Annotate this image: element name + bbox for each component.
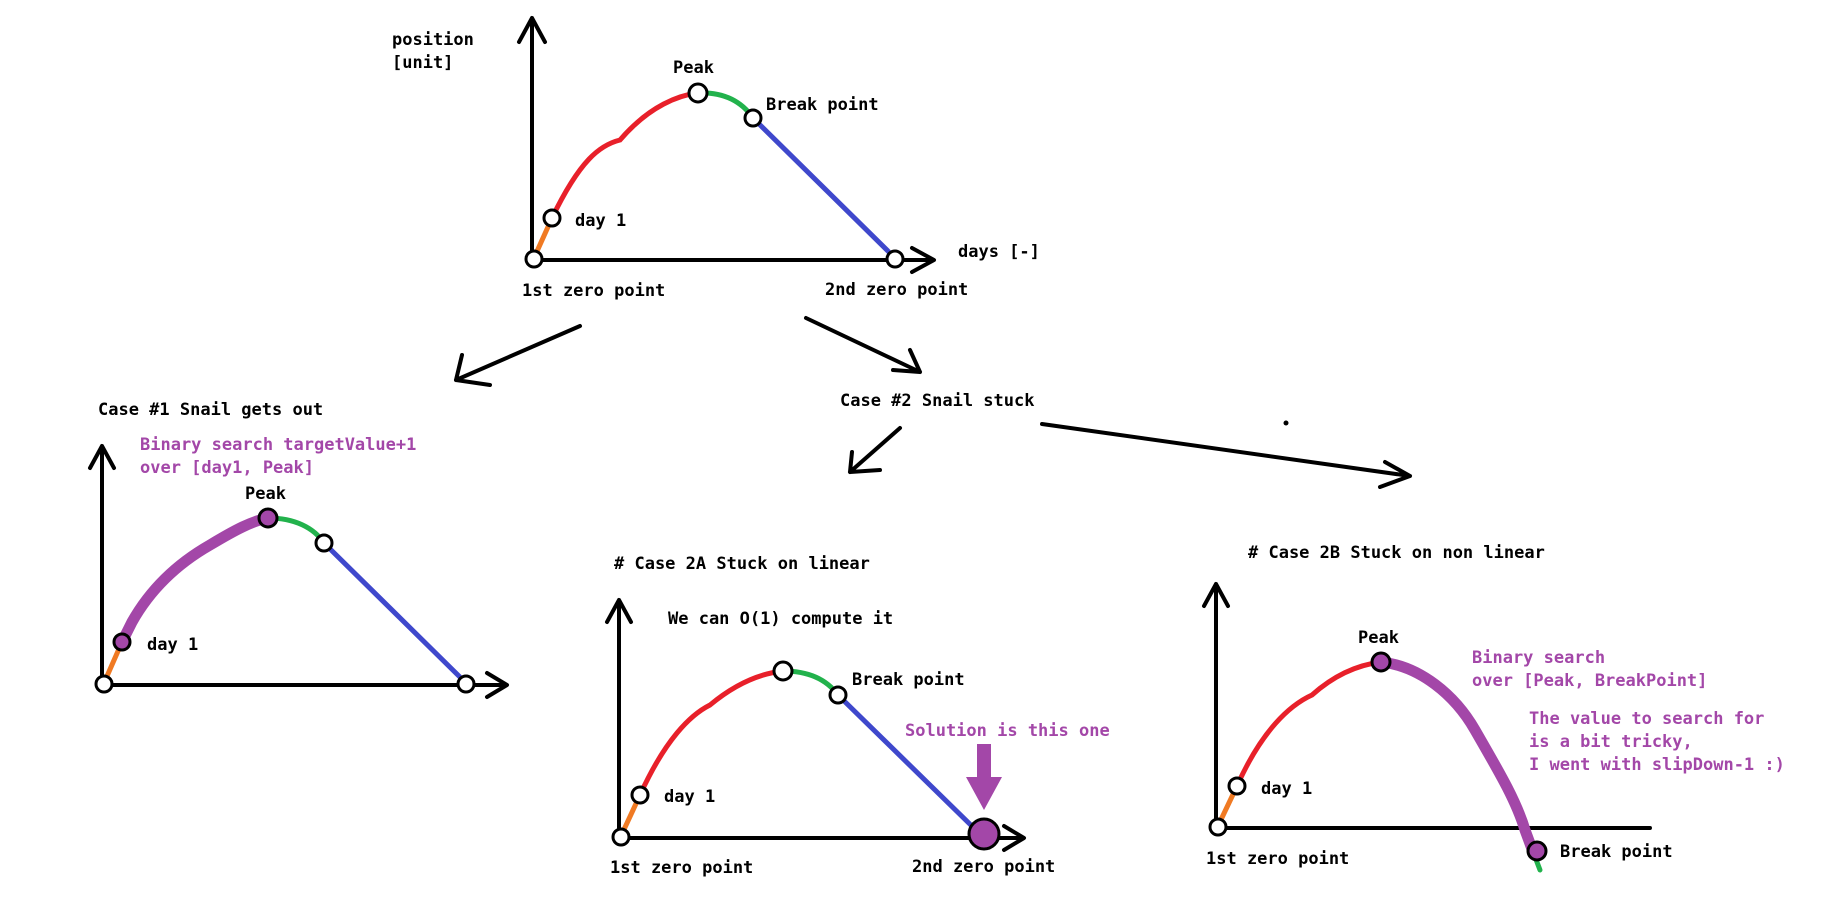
- case2a-day1-marker: [630, 785, 650, 805]
- case2a-day1-label: day 1: [664, 787, 715, 807]
- arrow-to-case2a: [848, 426, 902, 474]
- case2a-title: # Case 2A Stuck on linear: [614, 554, 870, 574]
- main-y-axis: [517, 16, 547, 262]
- main-zero1-label: 1st zero point: [522, 281, 665, 301]
- case1-peak-marker: [257, 507, 279, 529]
- case2-title: Case #2 Snail stuck: [840, 391, 1034, 411]
- case2a-zero1-marker: [611, 827, 631, 847]
- main-x-label: days [-]: [958, 242, 1040, 262]
- case1-zero2-marker: [456, 674, 476, 694]
- main-peak-label: Peak: [673, 58, 714, 78]
- case2a-solution-label: Solution is this one: [905, 721, 1110, 741]
- case2b-peak-label: Peak: [1358, 628, 1399, 648]
- case2a-solution-arrow: [966, 744, 1002, 810]
- case1-note-line1: Binary search targetValue+1: [140, 435, 416, 455]
- arrow-to-case2: [804, 316, 922, 374]
- case2b-curve-red: [1234, 659, 1384, 789]
- case2a-zero2-label: 2nd zero point: [912, 857, 1055, 877]
- case2b-break-marker: [1526, 840, 1548, 862]
- flow-arrows: [454, 316, 1412, 489]
- case1-title: Case #1 Snail gets out: [98, 400, 323, 420]
- case2b-curve-searched: [1375, 656, 1538, 855]
- case2b-break-label: Break point: [1560, 842, 1673, 862]
- case2b-note-line3: The value to search for: [1529, 709, 1764, 729]
- case2b-y-axis: [1202, 582, 1230, 830]
- main-break-marker: [743, 108, 763, 128]
- main-x-axis: [530, 246, 936, 274]
- main-curve-red: [549, 90, 701, 221]
- main-day1-label: day 1: [575, 211, 626, 231]
- case1-x-axis: [100, 671, 509, 699]
- case2a-y-axis: [605, 598, 633, 840]
- stray-dot: [1283, 420, 1289, 426]
- main-y-label-line1: position: [392, 30, 474, 50]
- case2b-zero1-label: 1st zero point: [1206, 849, 1349, 869]
- main-peak-marker: [687, 82, 709, 104]
- main-curve-blue: [750, 115, 898, 261]
- case1-curve-blue: [321, 540, 469, 686]
- case2a-curve-blue: [835, 692, 983, 837]
- main-graph: position [unit] days [-] Peak Break poin…: [392, 16, 1040, 301]
- main-zero2-label: 2nd zero point: [825, 280, 968, 300]
- case1-zero1-marker: [94, 674, 114, 694]
- case2a-break-marker: [828, 685, 848, 705]
- case2a-solution-marker: [967, 817, 1001, 851]
- case1-graph: Case #1 Snail gets out Binary search tar…: [88, 400, 509, 699]
- case1-day1-marker: [112, 632, 132, 652]
- case1-peak-label: Peak: [245, 484, 286, 504]
- case2a-zero1-label: 1st zero point: [610, 858, 753, 878]
- case2b-peak-marker: [1370, 651, 1392, 673]
- arrow-to-case1: [454, 324, 582, 387]
- arrow-to-case2b: [1040, 422, 1412, 489]
- case2b-title: # Case 2B Stuck on non linear: [1248, 543, 1545, 563]
- case2b-note-line5: I went with slipDown-1 :): [1529, 755, 1785, 775]
- main-day1-marker: [542, 208, 562, 228]
- case2b-note-line2: over [Peak, BreakPoint]: [1472, 671, 1707, 691]
- case2a-peak-marker: [772, 660, 794, 682]
- case2a-break-label: Break point: [852, 670, 965, 690]
- main-y-label-line2: [unit]: [392, 53, 453, 73]
- case2a-x-axis: [617, 824, 1026, 852]
- case2b-day1-label: day 1: [1261, 779, 1312, 799]
- case2b-day1-marker: [1227, 776, 1247, 796]
- case2b-note-line1: Binary search: [1472, 648, 1605, 668]
- case2a-graph: # Case 2A Stuck on linear We can O(1) co…: [605, 554, 1110, 878]
- case2b-zero1-marker: [1208, 817, 1228, 837]
- main-break-label: Break point: [766, 95, 879, 115]
- case2b-note-line4: is a bit tricky,: [1529, 732, 1693, 752]
- main-zero2-marker: [885, 249, 905, 269]
- case1-note-line2: over [day1, Peak]: [140, 458, 314, 478]
- main-zero1-marker: [524, 249, 544, 269]
- case1-curve-searched: [116, 512, 274, 648]
- case2a-note: We can O(1) compute it: [668, 609, 893, 629]
- case1-y-axis: [88, 444, 116, 687]
- case1-break-marker: [314, 533, 334, 553]
- case1-day1-label: day 1: [147, 635, 198, 655]
- case2b-graph: # Case 2B Stuck on non linear Peak Binar…: [1202, 543, 1785, 873]
- case2a-curve-red: [637, 668, 786, 798]
